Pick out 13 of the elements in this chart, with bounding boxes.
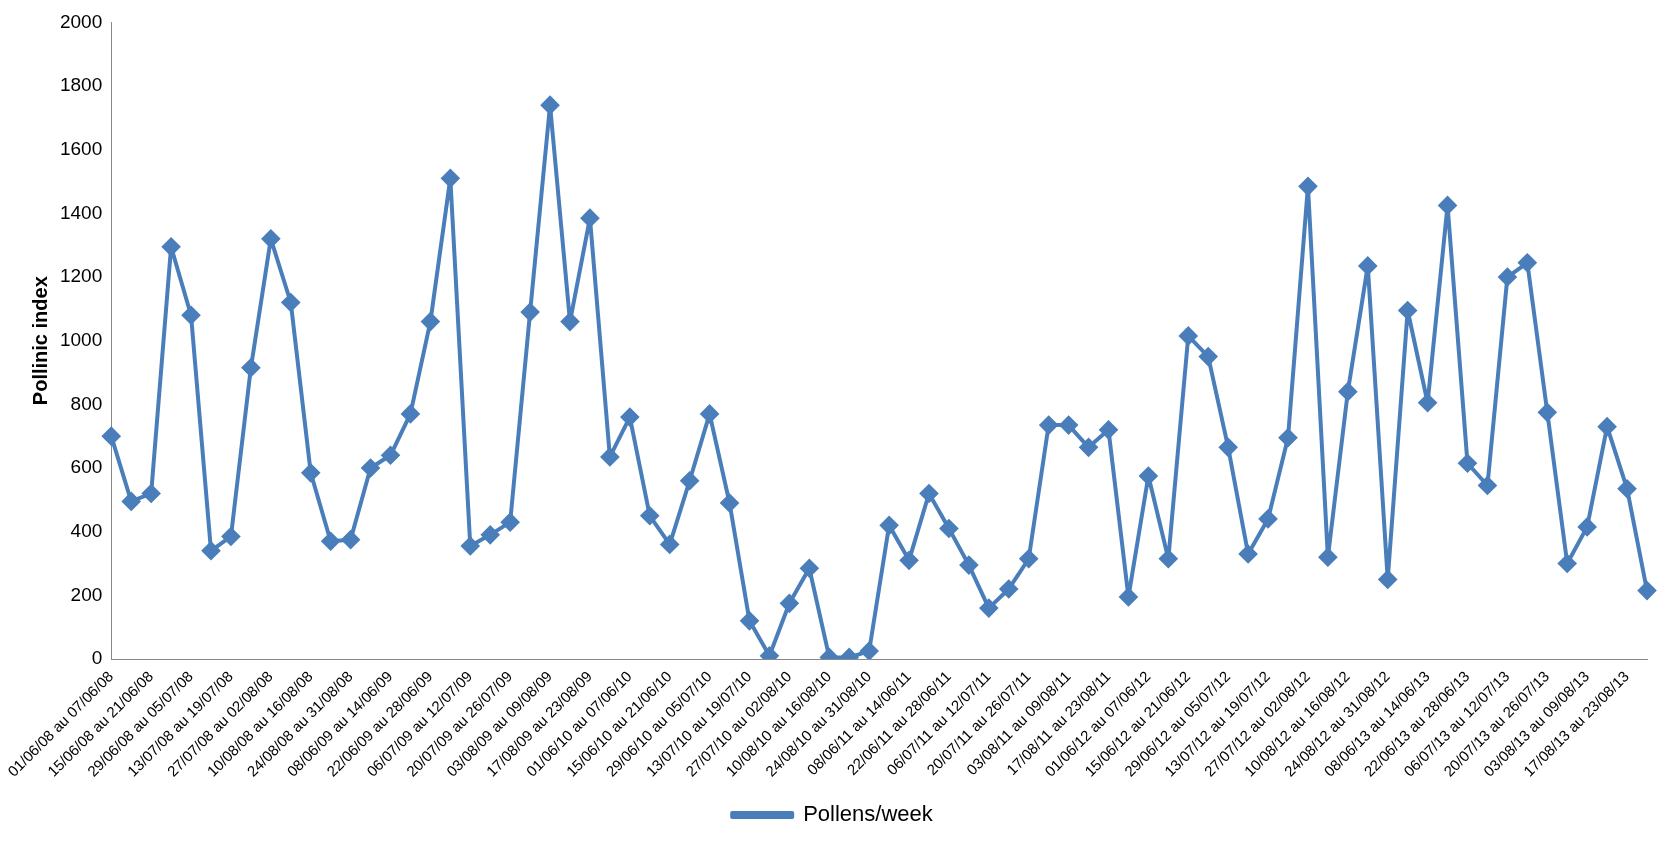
- legend-label: Pollens/week: [803, 801, 934, 827]
- y-tick-label: 2000: [59, 10, 103, 32]
- y-tick-label: 400: [70, 519, 103, 541]
- y-tick-label: 200: [70, 583, 103, 605]
- y-tick-label: 1400: [59, 201, 103, 223]
- y-tick-label: 800: [70, 392, 103, 414]
- y-tick-label: 1800: [59, 74, 103, 96]
- y-tick-label: 1000: [59, 328, 103, 350]
- y-tick-label: 1200: [59, 265, 103, 287]
- y-axis-title: Pollinic index: [28, 276, 51, 406]
- y-tick-label: 1600: [59, 137, 103, 159]
- y-tick-label: 600: [70, 456, 103, 478]
- y-tick-label: 0: [91, 647, 103, 669]
